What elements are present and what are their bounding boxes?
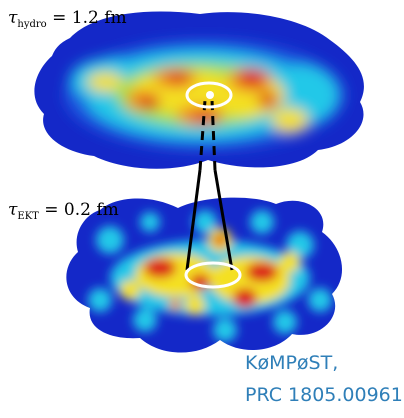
hydro-region-ring	[185, 81, 233, 109]
hydro-heatmap	[34, 11, 364, 169]
connector-line-right-solid	[213, 169, 234, 271]
tau-hydro-label: τhydro = 1.2 fm	[8, 8, 127, 30]
tau-value: = 0.2 fm	[44, 200, 119, 220]
ekt-region-ring	[184, 261, 242, 289]
tau-subscript: EKT	[17, 211, 39, 222]
hydro-center-dot	[206, 91, 214, 99]
tau-subscript: hydro	[17, 19, 47, 30]
connector-line-left-dashed	[198, 99, 207, 171]
tau-symbol: τ	[8, 200, 18, 220]
citation-line-1: KøMPøST,	[245, 352, 339, 374]
ekt-heatmap	[66, 197, 343, 353]
connector-line-right-dashed	[210, 99, 217, 171]
causal-connector	[185, 99, 234, 271]
tau-symbol: τ	[8, 8, 18, 28]
citation-line-2: PRC 1805.00961	[245, 384, 403, 406]
tau-ekt-label: τEKT = 0.2 fm	[8, 200, 119, 222]
tau-value: = 1.2 fm	[52, 8, 127, 28]
connector-line-left-solid	[185, 169, 202, 271]
